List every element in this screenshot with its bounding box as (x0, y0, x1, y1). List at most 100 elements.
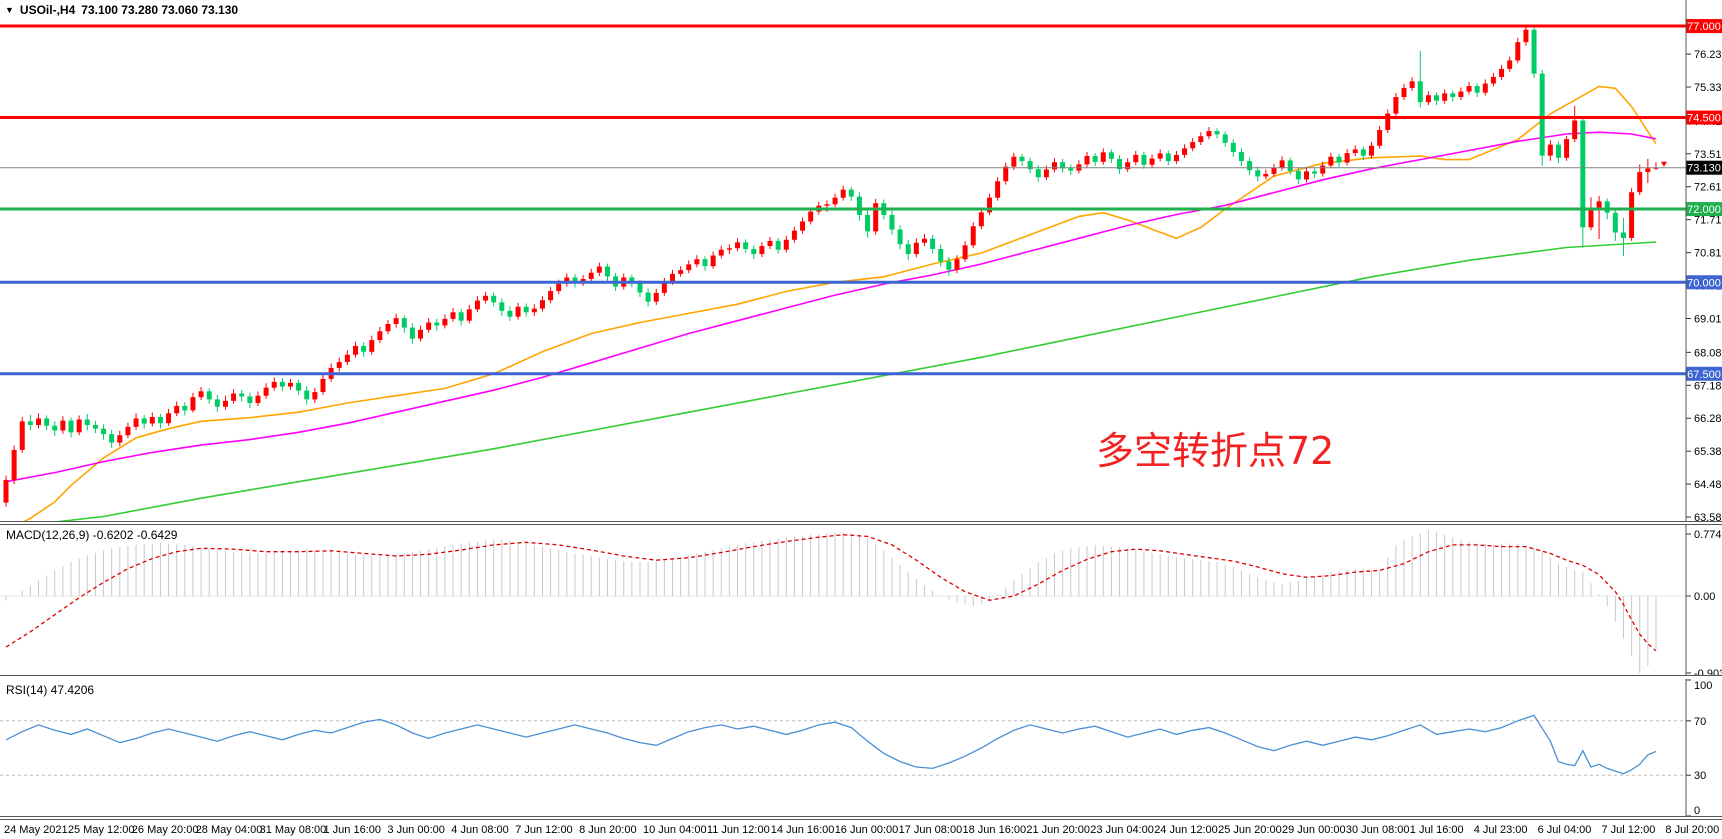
bear-candle (84, 419, 90, 425)
bear-candle (141, 418, 147, 424)
bull-candle (1263, 173, 1269, 177)
bull-candle (174, 405, 180, 414)
panel-splitter-main-macd[interactable] (0, 522, 1722, 524)
bull-candle (1515, 42, 1521, 61)
time-label: 25 Jun 20:00 (1218, 824, 1282, 836)
text-annotation-pivot-point[interactable]: 多空转折点72 (1096, 429, 1335, 473)
bull-candle (735, 242, 741, 249)
ohlc-values-label: 73.100 73.280 73.060 73.130 (81, 3, 239, 17)
ma-fast-orange (21, 85, 1657, 522)
bull-candle (271, 381, 277, 388)
svg-text:71.710: 71.710 (1694, 215, 1722, 227)
time-label: 28 May 04:00 (195, 824, 263, 836)
bull-candle (1629, 192, 1635, 238)
bull-candle (125, 426, 131, 436)
bull-candle (653, 292, 659, 302)
bull-candle (198, 391, 204, 398)
bull-candle (393, 318, 399, 324)
bull-candle (1003, 166, 1009, 182)
price-badge (1686, 202, 1722, 217)
bull-candle (11, 449, 17, 480)
bull-candle (1369, 145, 1375, 156)
time-label: 30 Jun 08:00 (1345, 824, 1410, 836)
bull-candle (1084, 155, 1090, 165)
symbol-period-label: USOil-,H4 (19, 3, 76, 17)
bear-candle (296, 382, 302, 391)
bear-candle (206, 391, 212, 400)
bull-candle (353, 345, 359, 355)
bear-candle (44, 418, 50, 426)
bull-candle (1011, 156, 1017, 167)
time-label: 23 Jun 04:00 (1090, 824, 1154, 836)
time-label: 31 May 08:00 (259, 824, 327, 836)
bear-candle (458, 312, 464, 321)
time-axis[interactable]: 24 May 2021 25 May 12:00 26 May 20:00 28 Ma… (0, 819, 1722, 839)
rsi-indicator-canvas[interactable]: 100 70 30 0 (0, 679, 1722, 817)
svg-text:67.500: 67.500 (1687, 369, 1721, 381)
bull-candle (483, 295, 489, 301)
candles-layer (3, 26, 1659, 507)
bull-candle (783, 239, 789, 250)
bear-candle (304, 390, 310, 400)
bull-candle (1458, 91, 1464, 98)
bull-candle (548, 291, 554, 301)
bear-candle (938, 248, 944, 262)
chevron-down-icon[interactable]: ▼ (5, 5, 14, 15)
bull-candle (1149, 158, 1155, 165)
bull-candle (767, 240, 773, 247)
bull-candle (694, 259, 700, 265)
bear-candle (401, 318, 407, 328)
time-label: 6 Jul 04:00 (1537, 824, 1592, 836)
bull-candle (1572, 120, 1578, 140)
panel-splitter-macd-rsi[interactable] (0, 676, 1722, 679)
bull-candle (686, 264, 692, 271)
bull-candle (962, 245, 968, 260)
bear-candle (775, 240, 781, 250)
bull-candle (1352, 149, 1358, 154)
bull-candle (1344, 153, 1350, 163)
bear-candle (946, 261, 952, 270)
price-axis-ticks: 76.23575.33574.41073.51072.61071.71070.8… (1686, 49, 1722, 522)
svg-text:68.085: 68.085 (1694, 347, 1722, 359)
macd-indicator-canvas[interactable]: 0.7747 0.00 -0.9034 (0, 524, 1722, 676)
rsi-line (5, 714, 1657, 775)
bull-candle (1564, 139, 1570, 158)
bear-candle (1604, 201, 1610, 213)
bear-candle (1035, 169, 1041, 178)
svg-text:72.000: 72.000 (1687, 204, 1721, 216)
bull-candle (418, 329, 424, 339)
bear-candle (1255, 170, 1261, 177)
bull-candle (661, 281, 667, 293)
bull-candle (255, 395, 261, 404)
bear-candle (1068, 168, 1074, 171)
time-label: 14 Jun 16:00 (770, 824, 835, 836)
bear-candle (1531, 29, 1537, 74)
bear-candle (1108, 152, 1114, 159)
bear-candle (637, 283, 643, 293)
bear-candle (856, 196, 862, 215)
bull-candle (1182, 148, 1188, 155)
svg-text:70: 70 (1694, 716, 1706, 728)
svg-text:66.285: 66.285 (1694, 413, 1722, 425)
time-label: 10 Jun 04:00 (643, 824, 707, 836)
bull-candle (1596, 201, 1602, 208)
time-label: 7 Jun 12:00 (515, 824, 573, 836)
bull-candle (913, 242, 919, 255)
bull-candle (726, 248, 732, 250)
bull-candle (1279, 160, 1285, 168)
bull-candle (1320, 165, 1326, 174)
bull-candle (1385, 113, 1391, 131)
bear-candle (491, 295, 497, 303)
bull-candle (1125, 162, 1131, 170)
bull-candle (596, 266, 602, 273)
bull-candle (995, 181, 1001, 198)
bull-candle (970, 226, 976, 246)
macd-signal-line (5, 534, 1657, 652)
main-price-chart-canvas[interactable]: 76.23575.33574.41073.51072.61071.71070.8… (0, 0, 1722, 522)
bull-candle (1499, 68, 1505, 77)
bull-candle (385, 323, 391, 332)
bull-candle (1133, 154, 1139, 163)
bull-candle (1157, 153, 1163, 159)
svg-text:69.010: 69.010 (1694, 313, 1722, 325)
